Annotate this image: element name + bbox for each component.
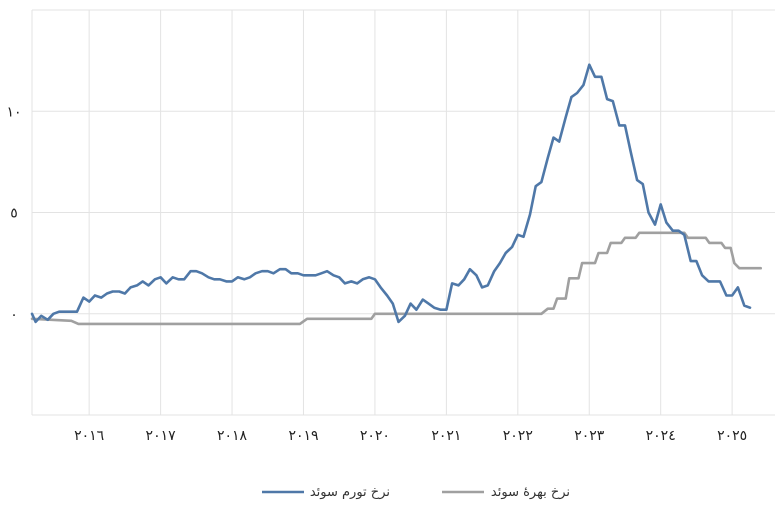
x-tick-label: ٢٠٢٥ [717, 428, 747, 444]
series-line-1 [30, 231, 762, 326]
legend-label: نرخ بهرهٔ سوئد [491, 485, 570, 500]
x-tick-label: ٢٠٢٣ [574, 428, 605, 444]
grid [31, 9, 775, 416]
legend-label: نرخ تورم سوئد [310, 485, 390, 500]
legend: نرخ تورم سوئد نرخ بهرهٔ سوئد [262, 485, 570, 500]
x-tick-label: ٢٠١٧ [146, 428, 177, 444]
x-tick-label: ٢٠١٦ [74, 428, 104, 444]
y-tick-label: ٠ [10, 307, 18, 323]
series-lines [30, 63, 762, 326]
x-tick-label: ٢٠٢١ [431, 428, 461, 444]
legend-item-0: نرخ تورم سوئد [262, 485, 390, 500]
series-line-0 [30, 63, 752, 324]
y-tick-label: ١٠ [6, 104, 21, 120]
y-axis-ticks: ٠ ٥ ١٠ [6, 104, 21, 323]
x-tick-label: ٢٠١٨ [217, 428, 248, 444]
x-axis-ticks: ٢٠١٦ ٢٠١٧ ٢٠١٨ ٢٠١٩ ٢٠٢٠ ٢٠٢١ ٢٠٢٢ ٢٠٢٣ ٢٠٢٤ ٢٠٢٥ [74, 428, 747, 444]
x-tick-label: ٢٠١٩ [288, 428, 318, 444]
x-tick-label: ٢٠٢٢ [503, 428, 533, 444]
x-tick-label: ٢٠٢٠ [360, 428, 390, 444]
y-tick-label: ٥ [10, 206, 18, 222]
x-tick-label: ٢٠٢٤ [646, 428, 676, 444]
legend-item-1: نرخ بهرهٔ سوئد [442, 485, 570, 500]
